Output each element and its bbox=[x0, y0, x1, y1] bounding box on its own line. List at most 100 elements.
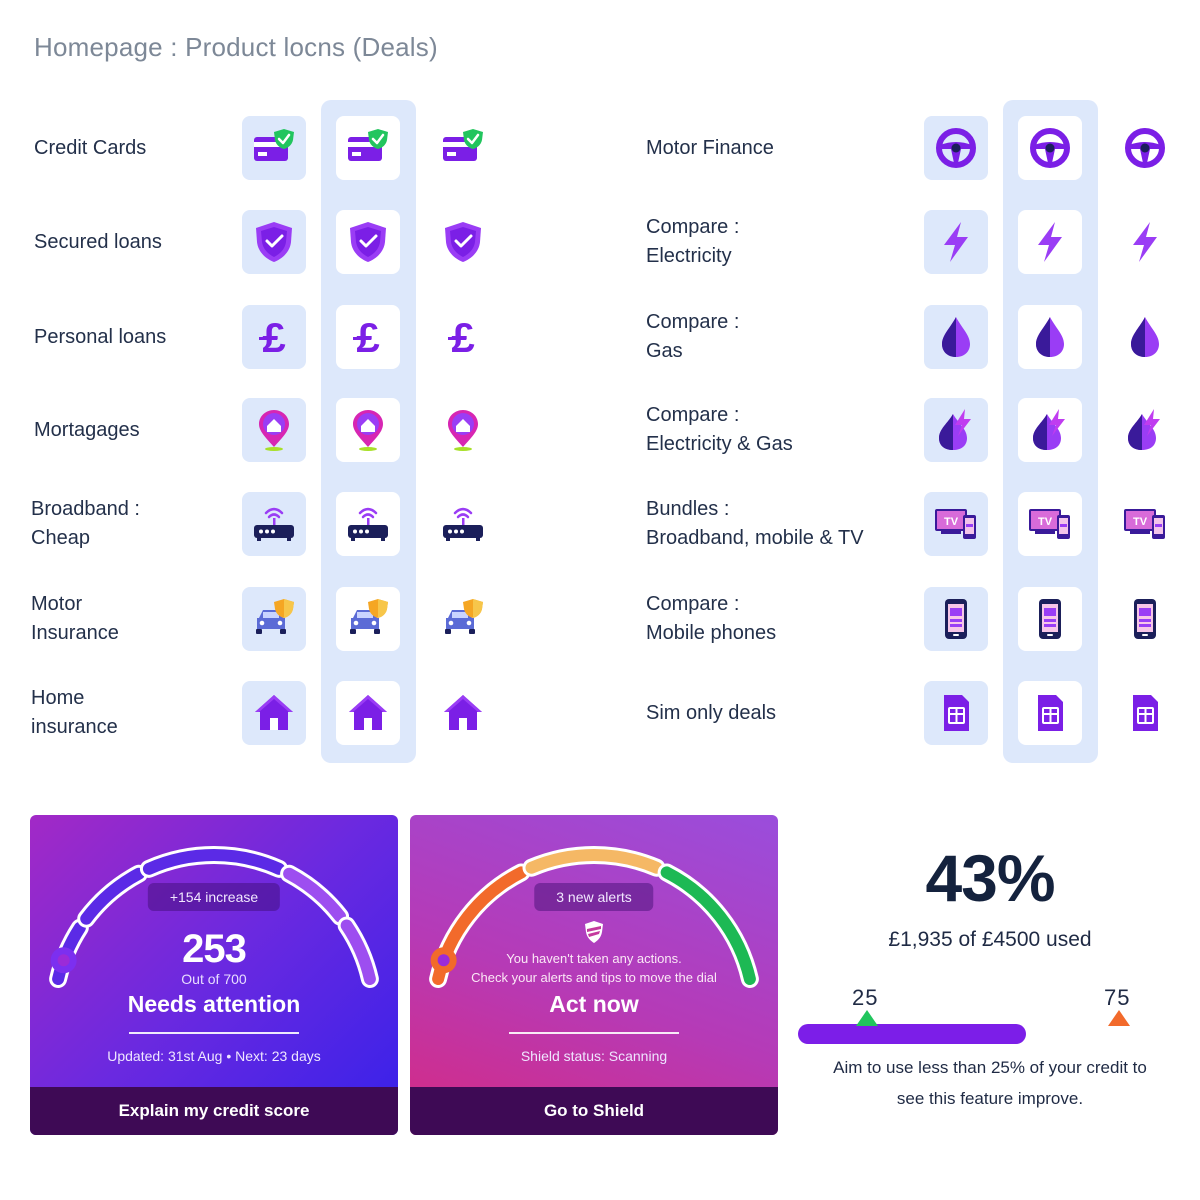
home-pin-icon bbox=[242, 398, 306, 462]
flame-drop-icon bbox=[924, 305, 988, 369]
tv-phone-icon: TV bbox=[1018, 492, 1082, 556]
go-to-shield-button[interactable]: Go to Shield bbox=[410, 1087, 778, 1135]
product-label: Secured loans bbox=[34, 228, 162, 257]
marker-high-label: 75 bbox=[1104, 985, 1131, 1010]
gauge-segment bbox=[80, 867, 145, 925]
sim-card-icon bbox=[1018, 681, 1082, 745]
utilisation-percent: 43% bbox=[925, 841, 1055, 915]
flame-bolt-icon bbox=[924, 398, 988, 462]
shield-status-text: Shield status: Scanning bbox=[520, 1048, 668, 1064]
flame-bolt-icon bbox=[1113, 398, 1177, 462]
product-label-line: Motor bbox=[31, 593, 83, 615]
credit-card-icon bbox=[431, 116, 495, 180]
shield-check-icon bbox=[336, 210, 400, 274]
product-label: Bundles : Broadband, mobile & TV bbox=[646, 495, 864, 553]
shield-action-status: Act now bbox=[549, 991, 639, 1017]
product-label: Compare : Electricity & Gas bbox=[646, 401, 793, 459]
gauge-segment bbox=[660, 866, 756, 986]
house-icon bbox=[431, 681, 495, 745]
explain-credit-score-button[interactable]: Explain my credit score bbox=[30, 1087, 398, 1135]
advice-line-2: see this feature improve. bbox=[896, 1089, 1084, 1108]
shield-message-line1: You haven't taken any actions. bbox=[506, 951, 682, 966]
pound-icon: £ bbox=[242, 305, 306, 369]
product-label-line: insurance bbox=[31, 716, 118, 738]
gauge-segment bbox=[525, 849, 663, 874]
house-icon bbox=[336, 681, 400, 745]
router-icon bbox=[242, 492, 306, 556]
home-pin-icon bbox=[431, 398, 495, 462]
router-icon bbox=[431, 492, 495, 556]
sim-card-icon bbox=[924, 681, 988, 745]
product-label-line: Mobile phones bbox=[646, 622, 777, 644]
score-updated-info: Updated: 31st Aug • Next: 23 days bbox=[107, 1048, 321, 1064]
product-label-line: Electricity & Gas bbox=[646, 433, 793, 455]
steering-wheel-icon bbox=[1018, 116, 1082, 180]
product-label: Personal loans bbox=[34, 323, 166, 352]
shield-icon bbox=[585, 921, 603, 943]
credit-card-icon bbox=[242, 116, 306, 180]
shield-gauge bbox=[429, 846, 759, 989]
product-label-line: Sim only deals bbox=[646, 701, 777, 724]
car-shield-icon bbox=[242, 587, 306, 651]
product-label-line: Insurance bbox=[31, 622, 119, 644]
product-label: Sim only deals bbox=[646, 699, 776, 728]
page-title: Homepage : Product locns (Deals) bbox=[34, 32, 438, 62]
product-label-line: Compare : bbox=[646, 404, 740, 426]
mobile-phone-icon bbox=[1018, 587, 1082, 651]
product-label: Motor Finance bbox=[646, 134, 774, 163]
product-label: Credit Cards bbox=[34, 134, 146, 163]
mobile-phone-icon bbox=[924, 587, 988, 651]
utilisation-advice: Aim to use less than 25% of your credit … bbox=[790, 1052, 1190, 1114]
credit-score-card: +154 increase 253 Out of 700 Needs atten… bbox=[30, 815, 398, 1135]
utilisation-amount: £1,935 of £4500 used bbox=[888, 928, 1092, 951]
mobile-phone-icon bbox=[1113, 587, 1177, 651]
car-shield-icon bbox=[431, 587, 495, 651]
shield-message-line2: Check your alerts and tips to move the d… bbox=[471, 970, 717, 985]
gauge-segment bbox=[340, 919, 376, 986]
product-label: Compare : Gas bbox=[646, 308, 739, 366]
advice-line-1: Aim to use less than 25% of your credit … bbox=[833, 1058, 1147, 1077]
steering-wheel-icon bbox=[1113, 116, 1177, 180]
score-status: Needs attention bbox=[127, 991, 301, 1017]
pound-icon: £ bbox=[336, 305, 400, 369]
lightning-icon bbox=[924, 210, 988, 274]
product-label: Broadband : Cheap bbox=[31, 495, 140, 553]
shield-card: 3 new alerts You haven't taken any actio… bbox=[410, 815, 778, 1135]
flame-bolt-icon bbox=[1018, 398, 1082, 462]
svg-text:TV: TV bbox=[1038, 516, 1053, 528]
product-label-line: Compare : bbox=[646, 593, 740, 615]
lightning-icon bbox=[1113, 210, 1177, 274]
divider bbox=[129, 1032, 299, 1034]
credit-utilisation-panel: 43% £1,935 of £4500 used 25 75 Aim to us… bbox=[790, 820, 1190, 1120]
product-label: Motor Insurance bbox=[31, 590, 119, 648]
gauge-segment bbox=[283, 867, 347, 923]
gauge-indicator bbox=[437, 954, 450, 967]
alerts-badge: 3 new alerts bbox=[534, 883, 654, 911]
product-label-line: Motor Finance bbox=[646, 136, 774, 159]
product-label-line: Broadband : bbox=[31, 498, 140, 520]
utilisation-bar bbox=[798, 1024, 1026, 1044]
car-shield-icon bbox=[336, 587, 400, 651]
product-label: Home insurance bbox=[31, 684, 118, 742]
tv-phone-icon: TV bbox=[1113, 492, 1177, 556]
flame-drop-icon bbox=[1113, 305, 1177, 369]
product-label-line: Gas bbox=[646, 340, 683, 362]
svg-text:TV: TV bbox=[944, 516, 959, 528]
svg-text:TV: TV bbox=[1133, 516, 1148, 528]
product-label: Compare : Electricity bbox=[646, 213, 739, 271]
marker-low-label: 25 bbox=[852, 985, 879, 1010]
flame-drop-icon bbox=[1018, 305, 1082, 369]
house-icon bbox=[242, 681, 306, 745]
product-label-line: Secured loans bbox=[34, 230, 162, 253]
product-label-line: Compare : bbox=[646, 216, 740, 238]
product-label-line: Compare : bbox=[646, 311, 740, 333]
sim-card-icon bbox=[1113, 681, 1177, 745]
credit-score-value: 253 bbox=[182, 927, 247, 971]
home-pin-icon bbox=[336, 398, 400, 462]
product-label-line: Mortagages bbox=[34, 418, 140, 441]
product-label: Compare : Mobile phones bbox=[646, 590, 776, 648]
product-label-line: Bundles : bbox=[646, 498, 730, 520]
product-label-line: Broadband, mobile & TV bbox=[646, 527, 864, 549]
lightning-icon bbox=[1018, 210, 1082, 274]
shield-check-icon bbox=[242, 210, 306, 274]
